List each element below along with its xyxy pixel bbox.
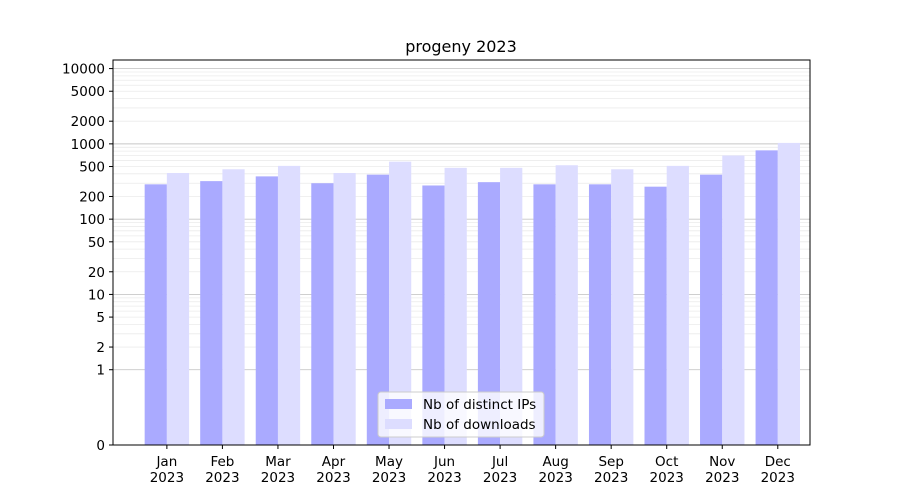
bar — [533, 184, 556, 445]
bar — [722, 155, 745, 445]
y-tick-label: 5 — [96, 310, 105, 326]
bar — [755, 150, 778, 445]
y-tick-label: 5000 — [71, 84, 105, 100]
y-tick-label: 50 — [88, 235, 105, 251]
legend-swatch — [385, 399, 412, 409]
x-tick-label: Mar 2023 — [261, 454, 295, 486]
bar — [255, 176, 278, 445]
bar — [477, 182, 501, 445]
y-tick-label: 500 — [79, 160, 105, 176]
y-tick-label: 20 — [88, 265, 105, 281]
bar — [333, 173, 356, 445]
x-tick-label: May 2023 — [372, 454, 406, 486]
bar — [222, 169, 245, 445]
bar — [422, 185, 445, 445]
bar — [444, 167, 467, 445]
y-tick-label: 10 — [88, 287, 105, 303]
bar — [366, 174, 390, 445]
bar — [500, 167, 523, 445]
x-tick-label: Jan 2023 — [150, 454, 184, 486]
y-tick-label: 200 — [79, 189, 105, 205]
bar — [144, 184, 167, 445]
bar — [311, 183, 334, 445]
legend-swatch — [385, 419, 412, 429]
x-tick-label: Sep 2023 — [594, 454, 628, 486]
bar — [555, 165, 578, 445]
x-tick-label: Dec 2023 — [761, 454, 795, 486]
y-tick-label: 0 — [96, 438, 105, 454]
bars-layer — [144, 142, 801, 445]
bar — [611, 169, 634, 445]
y-tick-label: 2 — [96, 340, 105, 356]
bar — [166, 173, 190, 445]
x-tick-label: Apr 2023 — [316, 454, 350, 486]
bar — [644, 186, 667, 445]
legend-label: Nb of distinct IPs — [423, 397, 536, 413]
x-tick-label: Jun 2023 — [427, 454, 461, 486]
axes-layer: 0 1 2 5 10 20 50 100 200 500 1000 2000 5000 10000 Jan 2… — [62, 59, 811, 486]
bar — [700, 174, 723, 445]
x-tick-label: Nov 2023 — [705, 454, 739, 486]
x-tick-label: Feb 2023 — [205, 454, 239, 486]
y-tick-label: 1 — [96, 363, 105, 379]
y-tick-label: 10000 — [62, 62, 105, 78]
plot-frame — [112, 59, 811, 446]
legend-box — [377, 391, 545, 438]
bar — [777, 142, 801, 445]
bar — [200, 181, 223, 445]
bar — [588, 184, 612, 445]
legend-label: Nb of downloads — [423, 417, 536, 433]
bar — [389, 161, 412, 445]
x-tick-label: Jul 2023 — [483, 454, 517, 486]
x-tick-label: Oct 2023 — [650, 454, 684, 486]
bar — [666, 165, 689, 445]
y-tick-label: 1000 — [71, 137, 105, 153]
y-tick-label: 100 — [79, 212, 105, 228]
y-tick-label: 2000 — [71, 114, 105, 130]
chart-title: progeny 2023 — [405, 37, 517, 56]
legend: Nb of distinct IPs Nb of downloads — [377, 391, 545, 438]
bar — [277, 165, 301, 445]
x-tick-label: Aug 2023 — [538, 454, 572, 486]
